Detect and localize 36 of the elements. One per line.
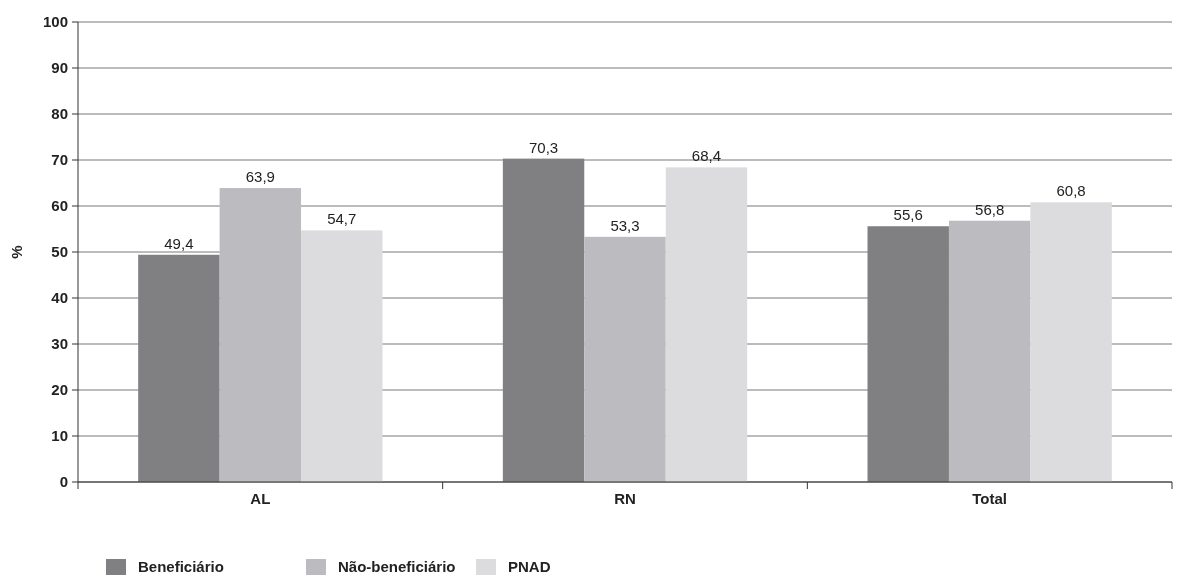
y-tick-label: 40 [51,289,68,307]
bar [948,220,1031,482]
data-label: 63,9 [245,168,275,186]
y-tick-label: 20 [51,381,68,399]
data-label: 68,4 [691,147,722,165]
x-tick-label: AL [250,490,271,507]
bar [502,158,585,482]
x-tick-label: RN [614,490,636,507]
y-tick-label: 30 [51,335,68,353]
y-tick-label: 60 [51,197,68,215]
bar [1030,202,1112,482]
y-tick-label: 10 [51,427,68,445]
bar [867,226,949,482]
legend-label: Beneficiário [138,558,224,575]
y-tick-label: 80 [51,105,68,123]
bar [665,167,748,482]
y-tick-label: 90 [51,59,68,77]
y-tick-label: 50 [51,243,68,261]
data-label: 53,3 [610,216,640,234]
y-tick-label: 100 [42,13,68,31]
x-tick-label: Total [972,490,1008,507]
data-label: 70,3 [528,138,559,156]
data-label: 56,8 [975,200,1005,218]
bar [219,188,302,482]
data-label: 54,7 [327,210,357,228]
bar [301,230,383,482]
y-axis-title: % [8,245,25,259]
bar [584,236,666,482]
data-label: 60,8 [1056,182,1086,200]
data-label: 49,4 [164,234,194,252]
y-tick-label: 70 [51,151,68,169]
y-tick-label: 0 [59,473,68,491]
legend-label: PNAD [508,558,551,575]
legend-label: Não-beneficiário [338,558,456,575]
bar [138,254,220,482]
data-label: 55,6 [893,206,923,224]
